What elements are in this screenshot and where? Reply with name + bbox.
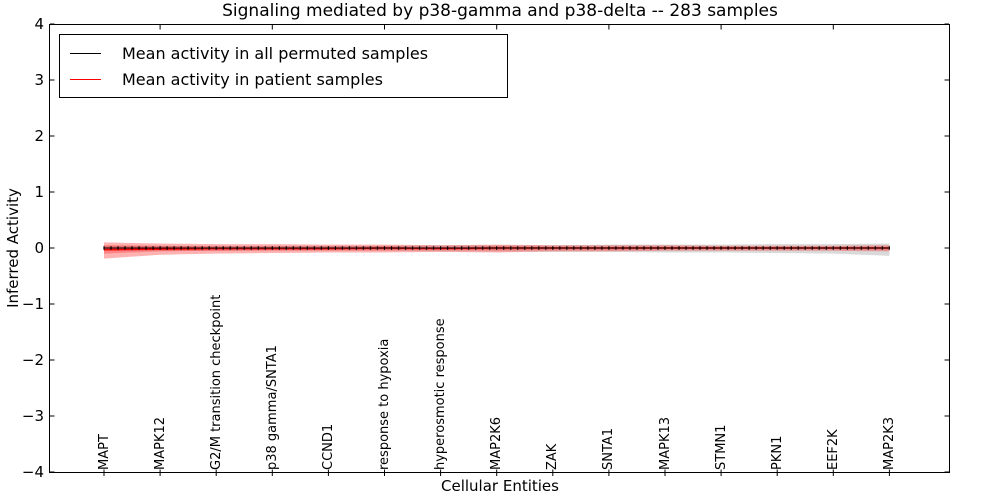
xtick-label: G2/M transition checkpoint — [208, 294, 224, 470]
xtick-label: ZAK — [545, 443, 561, 470]
xtick-label: response to hypoxia — [377, 338, 392, 470]
ytick-label: 0 — [34, 239, 44, 257]
tick-marks — [50, 23, 949, 476]
ytick-label: 4 — [34, 15, 44, 33]
xtick-label: EEF2K — [825, 429, 841, 470]
xtick-label: PKN1 — [769, 435, 785, 470]
ytick-label: 1 — [34, 183, 44, 201]
axes-frame — [49, 24, 950, 473]
xtick-label: STMN1 — [713, 424, 729, 470]
x-axis-label: Cellular Entities — [441, 477, 559, 495]
ytick-label: 2 — [34, 127, 44, 145]
xtick-label: MAPK12 — [152, 416, 168, 470]
xtick-label: MAP2K3 — [881, 416, 897, 470]
legend-line-patient-icon — [70, 78, 101, 80]
xtick-label: MAPK13 — [657, 416, 673, 470]
xtick-label: CCND1 — [320, 423, 336, 470]
ytick-label: 3 — [34, 71, 44, 89]
chart-title: Signaling mediated by p38-gamma and p38-… — [222, 1, 778, 21]
legend-label-permuted: Mean activity in all permuted samples — [122, 43, 429, 63]
legend: Mean activity in all permuted samples Me… — [59, 34, 508, 98]
xtick-label: hyperosmotic response — [433, 318, 449, 470]
legend-line-permuted-icon — [70, 52, 101, 54]
ytick-label: −4 — [21, 463, 44, 481]
ytick-label: −3 — [21, 407, 44, 425]
ytick-label: −2 — [21, 351, 44, 369]
xtick-label: MAPT — [96, 434, 112, 470]
legend-entry-patient: Mean activity in patient samples — [70, 70, 497, 89]
xtick-label: SNTA1 — [601, 427, 617, 470]
ytick-label: −1 — [21, 295, 44, 313]
permuted-line-markers — [103, 246, 890, 250]
xtick-label: MAP2K6 — [489, 416, 505, 470]
legend-entry-permuted: Mean activity in all permuted samples — [70, 44, 497, 63]
legend-label-patient: Mean activity in patient samples — [122, 69, 383, 89]
xtick-label: p38 gamma/SNTA1 — [264, 345, 280, 470]
